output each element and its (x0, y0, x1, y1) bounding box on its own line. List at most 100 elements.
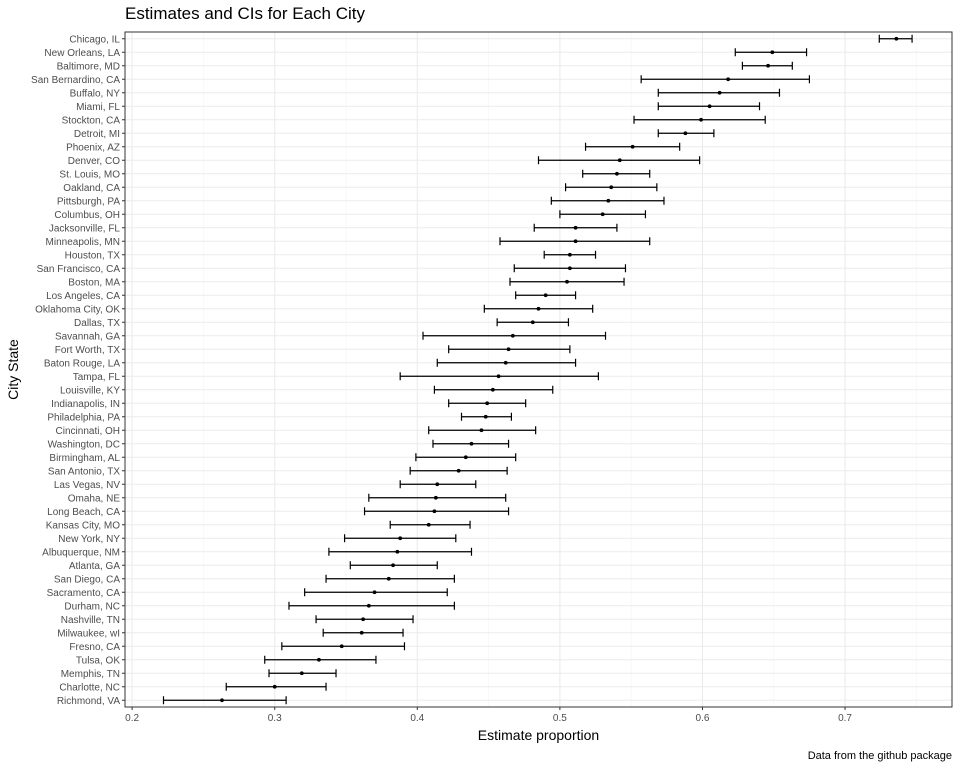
estimate-point (617, 158, 622, 163)
estimate-point (894, 36, 899, 41)
estimate-point (615, 171, 619, 176)
estimate-point (433, 495, 438, 500)
y-tick-label: Durham, NC (64, 601, 120, 612)
estimate-point (220, 698, 224, 703)
x-tick-label: 0.6 (696, 713, 710, 724)
y-tick-label: Phoenix, AZ (66, 142, 120, 153)
estimate-point (699, 117, 703, 122)
y-tick-label: Detroit, MI (74, 129, 120, 140)
estimate-point (717, 90, 722, 95)
estimate-point (359, 630, 364, 635)
y-tick-label: Boston, MA (68, 277, 120, 288)
chart-title: Estimates and CIs for Each City (125, 4, 365, 23)
y-tick-label: Pittsburgh, PA (57, 196, 121, 207)
y-tick-label: Baltimore, MD (57, 61, 120, 72)
estimate-point (609, 185, 614, 190)
y-tick-label: Houston, TX (65, 250, 121, 261)
x-tick-label: 0.3 (268, 713, 282, 724)
y-tick-label: Kansas City, MO (46, 520, 120, 531)
y-tick-label: Columbus, OH (54, 210, 120, 221)
estimate-point (683, 131, 688, 136)
estimate-point (483, 414, 488, 419)
estimate-point (485, 401, 490, 406)
y-tick-label: Baton Rouge, LA (44, 358, 120, 369)
y-tick-label: Oakland, CA (63, 183, 120, 194)
y-tick-label: Fort Worth, TX (55, 345, 121, 356)
estimate-point (426, 522, 431, 527)
estimate-point (503, 360, 508, 365)
y-tick-label: Oklahoma City, OK (35, 304, 120, 315)
estimate-point (630, 144, 635, 149)
y-tick-label: Indianapolis, IN (51, 399, 120, 410)
y-axis: Chicago, IL New Orleans, LA Baltimore, MD S… (31, 34, 125, 707)
y-tick-label: Tampa, FL (73, 372, 121, 383)
estimate-point (536, 306, 541, 311)
y-tick-label: San Bernardino, CA (31, 75, 120, 86)
estimate-point (272, 684, 277, 689)
y-tick-label: Louisville, KY (60, 385, 120, 396)
y-tick-label: Memphis, TN (61, 669, 120, 680)
estimate-point (386, 576, 391, 581)
y-tick-label: San Antonio, TX (48, 466, 120, 477)
x-tick-label: 0.4 (410, 713, 424, 724)
estimate-point (766, 63, 770, 68)
estimate-point (567, 266, 572, 271)
y-tick-label: Tulsa, OK (76, 655, 120, 666)
x-tick-label: 0.2 (125, 713, 139, 724)
estimate-point (372, 590, 377, 595)
y-tick-label: Los Angeles, CA (46, 291, 120, 302)
x-axis: 0.2 0.3 0.4 0.5 0.6 0.7 (125, 707, 852, 724)
y-tick-label: Omaha, NE (68, 493, 121, 504)
y-tick-label: San Diego, CA (54, 574, 120, 585)
y-tick-label: Denver, CO (68, 156, 120, 167)
y-tick-label: Birmingham, AL (49, 453, 120, 464)
y-tick-label: Stockton, CA (62, 115, 121, 126)
estimate-point (770, 50, 775, 55)
y-tick-label: Long Beach, CA (47, 507, 120, 518)
y-tick-label: Jacksonville, FL (49, 223, 121, 234)
y-axis-title: City State (5, 339, 21, 400)
y-tick-label: Washington, DC (48, 439, 120, 450)
plot-panel (125, 32, 952, 707)
x-tick-label: 0.7 (838, 713, 852, 724)
estimate-point (299, 671, 304, 676)
y-tick-label: Fresno, CA (69, 642, 120, 653)
y-tick-label: Buffalo, NY (70, 88, 121, 99)
estimate-point (469, 441, 474, 446)
caption: Data from the github package (808, 750, 952, 762)
estimate-point (463, 455, 468, 460)
estimate-point (361, 617, 366, 622)
y-tick-label: Nashville, TN (61, 615, 120, 626)
estimate-point (707, 104, 712, 109)
y-tick-label: Miami, FL (76, 102, 120, 113)
y-tick-label: Philadelphia, PA (47, 412, 120, 423)
estimate-point (490, 387, 495, 392)
y-tick-label: Albuquerque, NM (42, 547, 120, 558)
y-tick-label: Savannah, GA (55, 331, 120, 342)
y-tick-label: Atlanta, GA (69, 561, 120, 572)
estimate-point (573, 225, 578, 230)
estimate-point (600, 212, 605, 217)
y-tick-label: New York, NY (58, 534, 120, 545)
x-tick-label: 0.5 (553, 713, 567, 724)
estimate-point (366, 603, 371, 608)
estimate-point (395, 549, 400, 554)
estimate-point (339, 644, 344, 649)
estimate-point (565, 279, 569, 284)
estimate-point (530, 320, 535, 325)
estimate-point (510, 333, 515, 338)
y-tick-label: Dallas, TX (74, 318, 120, 329)
estimate-point (726, 77, 731, 82)
estimate-point (435, 482, 440, 487)
y-tick-label: St. Louis, MO (59, 169, 120, 180)
y-tick-label: Richmond, VA (57, 696, 121, 707)
panel-border (124, 31, 953, 708)
estimate-point (496, 374, 501, 379)
y-tick-label: Sacramento, CA (47, 588, 121, 599)
estimate-point (606, 198, 611, 203)
estimate-point (432, 509, 437, 514)
y-tick-label: Las Vegas, NV (54, 480, 120, 491)
y-tick-label: Chicago, IL (69, 34, 120, 45)
estimate-point (456, 468, 461, 473)
